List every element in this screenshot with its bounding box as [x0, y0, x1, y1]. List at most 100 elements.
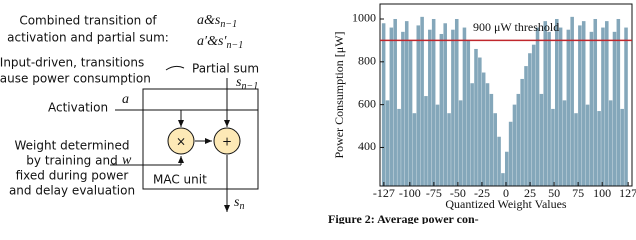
- bar: [485, 83, 490, 186]
- bar: [558, 27, 563, 186]
- op: +: [222, 135, 232, 149]
- bar: [593, 18, 598, 186]
- note: and delay evaluation: [9, 184, 135, 198]
- bar: [424, 96, 428, 186]
- bar: [458, 100, 463, 186]
- bar: [570, 16, 574, 186]
- bar: [535, 27, 540, 186]
- curve: [165, 65, 185, 71]
- bar: [547, 31, 551, 186]
- x-tick-label: -75: [426, 186, 442, 200]
- note: by training and: [26, 154, 117, 168]
- bar: [616, 18, 621, 186]
- y-tick-label: 1000: [352, 11, 376, 25]
- math: sn−1: [236, 75, 258, 92]
- bar: [389, 27, 394, 186]
- chart: Power Consumption [μW] Quantized Weight …: [328, 3, 636, 224]
- x-tick-label: -100: [399, 186, 421, 200]
- label: MAC unit: [153, 173, 207, 187]
- bar: [447, 113, 451, 186]
- bar: [451, 29, 455, 186]
- bar: [524, 66, 528, 186]
- math: w: [122, 153, 132, 168]
- multiplier: [167, 127, 195, 155]
- x-tick-label: 50: [548, 186, 560, 200]
- math: a′&s′n−1: [197, 34, 243, 51]
- bar: [516, 93, 521, 186]
- bar: [562, 100, 567, 186]
- bar: [597, 111, 601, 186]
- diagram: Combined transition of activation and pa…: [0, 13, 259, 212]
- bar: [585, 104, 590, 186]
- op: ×: [176, 135, 186, 149]
- note: cause power consumption: [0, 72, 151, 86]
- label: Activation: [48, 101, 108, 115]
- bar: [520, 78, 524, 186]
- note: activation and partial sum:: [7, 31, 169, 45]
- math: sn: [234, 195, 244, 212]
- bar: [401, 31, 405, 186]
- bar: [439, 33, 444, 186]
- bar: [435, 104, 440, 186]
- bar: [385, 100, 390, 186]
- bar: [608, 100, 613, 186]
- mac-box: [142, 88, 259, 190]
- bar: [512, 104, 517, 186]
- note: fixed during power: [16, 169, 129, 183]
- bar: [578, 25, 582, 187]
- y-tick-label: 400: [358, 139, 376, 153]
- bar: [624, 27, 628, 186]
- bar: [431, 18, 436, 186]
- bar: [531, 44, 536, 186]
- label: Partial sum: [192, 62, 259, 76]
- bar: [551, 108, 555, 186]
- bar: [443, 23, 447, 187]
- bar: [581, 21, 586, 187]
- adder: [213, 127, 241, 155]
- x-axis-label: Quantized Weight Values: [445, 197, 567, 211]
- bar: [601, 27, 605, 186]
- bar: [454, 18, 459, 186]
- caption: Figure 2: Average power con-: [328, 212, 479, 224]
- bar: [497, 136, 501, 186]
- bar: [566, 29, 571, 186]
- x-tick-label: -25: [474, 186, 490, 200]
- bar: [466, 40, 471, 187]
- bar: [620, 108, 624, 186]
- bar: [481, 72, 486, 186]
- x-tick-label: 0: [503, 186, 509, 200]
- bar: [489, 93, 494, 186]
- note: Weight determined: [14, 139, 129, 153]
- bar: [504, 151, 509, 186]
- y-axis-label: Power Consumption [μW]: [332, 31, 346, 158]
- bar: [543, 21, 548, 187]
- note: Combined transition of: [19, 14, 157, 28]
- bar: [474, 48, 478, 186]
- bar: [493, 113, 497, 186]
- math: a: [122, 92, 129, 107]
- bar: [478, 57, 482, 186]
- bar: [420, 16, 424, 186]
- bar: [393, 18, 397, 186]
- note: Input-driven, transitions: [0, 56, 144, 70]
- threshold-label: 900 μW threshold: [473, 20, 559, 34]
- x-tick-label: 75: [572, 186, 584, 200]
- x-tick-label: -127: [373, 186, 395, 200]
- bar: [508, 121, 513, 186]
- bar: [528, 53, 532, 187]
- y-tick-label: 800: [358, 54, 376, 68]
- bar: [397, 108, 401, 186]
- bar: [416, 25, 421, 187]
- bar: [428, 29, 432, 186]
- bar: [408, 40, 413, 187]
- x-tick-label: -50: [450, 186, 466, 200]
- math: a&sn−1: [197, 13, 237, 30]
- bar: [501, 173, 505, 186]
- bar: [612, 31, 617, 186]
- bar: [404, 21, 409, 187]
- bar: [574, 113, 578, 186]
- bar: [470, 83, 474, 186]
- x-tick-label: 25: [524, 186, 536, 200]
- bar: [412, 113, 417, 186]
- bar: [605, 21, 609, 187]
